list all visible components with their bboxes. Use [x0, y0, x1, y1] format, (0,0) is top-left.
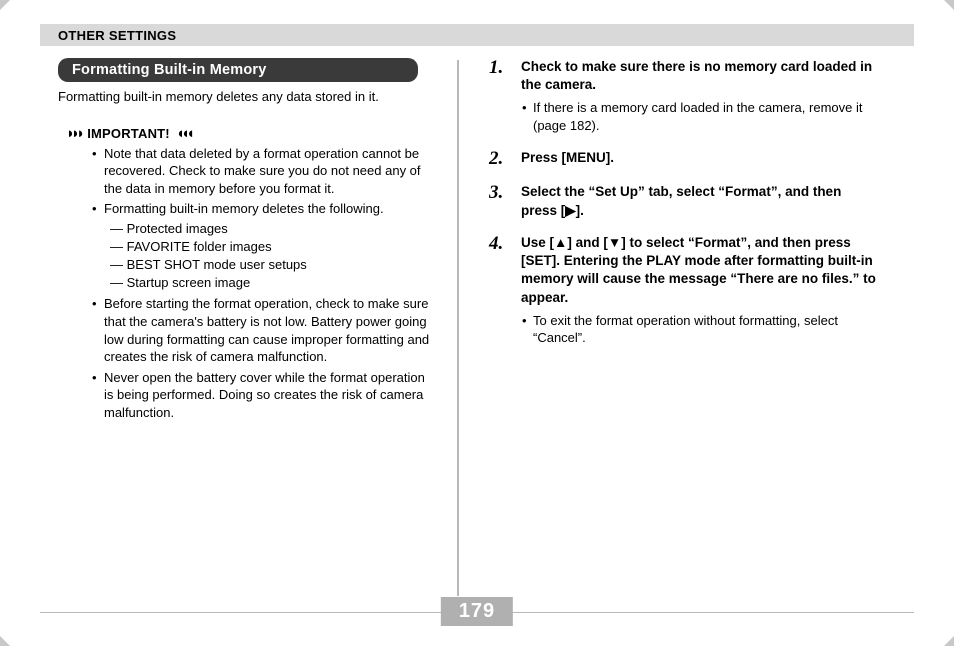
step-number: 3. — [489, 183, 511, 219]
chapter-title: OTHER SETTINGS — [58, 28, 176, 43]
two-column-layout: Formatting Built-in Memory Formatting bu… — [40, 58, 914, 594]
left-column: Formatting Built-in Memory Formatting bu… — [40, 58, 457, 594]
step-body: Select the “Set Up” tab, select “Format”… — [521, 183, 876, 219]
bullet-text: Formatting built-in memory deletes the f… — [104, 201, 384, 216]
step-2: 2. Press [MENU]. — [489, 149, 876, 170]
crop-mark-bl — [0, 636, 10, 646]
intro-paragraph: Formatting built-in memory deletes any d… — [58, 88, 437, 106]
crop-mark-br — [944, 636, 954, 646]
section-heading-pill: Formatting Built-in Memory — [58, 58, 418, 82]
crop-mark-tl — [0, 0, 10, 10]
arrow-left-icon: ◖◖◖ — [176, 126, 191, 141]
step-heading: Select the “Set Up” tab, select “Format”… — [521, 183, 876, 219]
dash-item: FAVORITE folder images — [110, 238, 437, 256]
step-heading: Press [MENU]. — [521, 149, 876, 167]
step-body: Use [▲] and [▼] to select “Format”, and … — [521, 234, 876, 347]
section-title: Formatting Built-in Memory — [72, 62, 267, 78]
bullet-item: Formatting built-in memory deletes the f… — [104, 200, 437, 292]
bullet-item: Before starting the format operation, ch… — [104, 295, 437, 365]
sub-bullet: If there is a memory card loaded in the … — [533, 99, 876, 134]
important-callout: ◗◗◗ IMPORTANT! ◖◖◖ — [58, 126, 437, 141]
numbered-steps: 1. Check to make sure there is no memory… — [489, 58, 876, 347]
page-number: 179 — [441, 597, 513, 626]
dash-item: BEST SHOT mode user setups — [110, 256, 437, 274]
chapter-header: OTHER SETTINGS — [40, 24, 914, 46]
arrow-right-icon: ◗◗◗ — [66, 126, 81, 141]
step-number: 1. — [489, 58, 511, 135]
step-number: 4. — [489, 234, 511, 347]
step-sub-bullets: To exit the format operation without for… — [521, 312, 876, 347]
important-bullets: Note that data deleted by a format opera… — [58, 145, 437, 422]
sub-bullet: To exit the format operation without for… — [533, 312, 876, 347]
bullet-item: Never open the battery cover while the f… — [104, 369, 437, 422]
step-body: Press [MENU]. — [521, 149, 876, 170]
dash-item: Protected images — [110, 220, 437, 238]
step-heading: Use [▲] and [▼] to select “Format”, and … — [521, 234, 876, 307]
bullet-item: Note that data deleted by a format opera… — [104, 145, 437, 198]
dash-sublist: Protected images FAVORITE folder images … — [104, 220, 437, 293]
step-sub-bullets: If there is a memory card loaded in the … — [521, 99, 876, 134]
step-number: 2. — [489, 149, 511, 170]
step-4: 4. Use [▲] and [▼] to select “Format”, a… — [489, 234, 876, 347]
right-column: 1. Check to make sure there is no memory… — [459, 58, 896, 594]
dash-item: Startup screen image — [110, 274, 437, 292]
important-label: IMPORTANT! — [87, 126, 170, 141]
crop-mark-tr — [944, 0, 954, 10]
page-content: OTHER SETTINGS Formatting Built-in Memor… — [40, 24, 914, 622]
step-heading: Check to make sure there is no memory ca… — [521, 58, 876, 94]
step-body: Check to make sure there is no memory ca… — [521, 58, 876, 135]
step-1: 1. Check to make sure there is no memory… — [489, 58, 876, 135]
step-3: 3. Select the “Set Up” tab, select “Form… — [489, 183, 876, 219]
